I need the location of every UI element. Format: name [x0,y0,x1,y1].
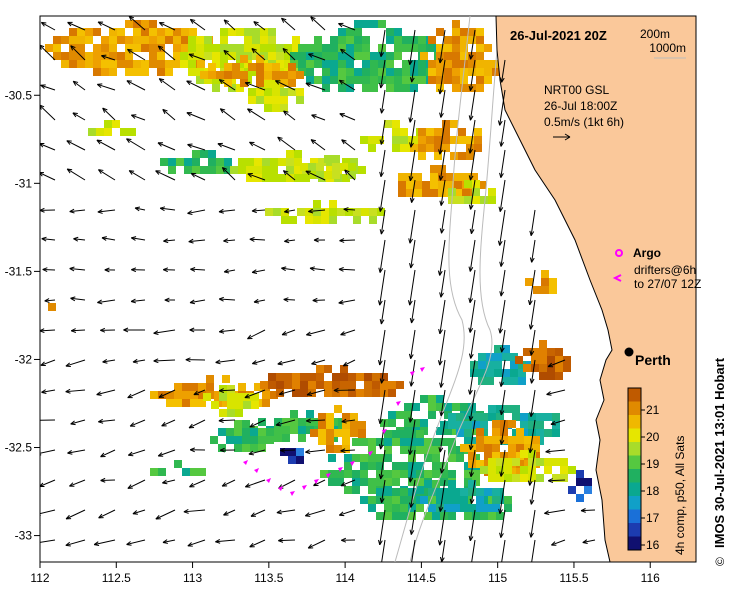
x-tick-label: 114 [336,571,355,585]
y-axis: -30.5 -31 -31.5 -32 -32.5 -33 [5,88,40,543]
drifters-label-2: to 27/07 12Z [634,277,701,291]
current-legend-line-1: NRT00 GSL [544,83,609,97]
credit-text: IMOS 30-Jul-2021 13:01 Hobart [712,357,727,548]
y-tick-label: -31 [15,176,33,190]
bathymetry-contours [394,16,501,562]
drifter-icon [612,274,622,282]
colorbar-tick-label: 19 [646,457,660,471]
drifter-tracks [243,367,425,496]
y-tick-label: -31.5 [5,264,33,278]
current-legend: NRT00 GSL 26-Jul 18:00Z 0.5m/s (1kt 6h) [544,83,624,141]
x-tick-label: 114.5 [407,571,436,585]
x-tick-label: 113.5 [254,571,283,585]
current-legend-line-2: 26-Jul 18:00Z [544,99,617,113]
land-mass [495,16,696,562]
argo-icon [615,249,623,257]
copyright-icon: © [713,557,727,566]
sst-patches [45,20,592,520]
marker-legend: Argo drifters@6h to 27/07 12Z [612,246,701,291]
colorbar-tick-label: 21 [646,403,660,417]
x-tick-label: 112 [30,571,49,585]
x-tick-label: 115 [488,571,507,585]
current-legend-line-3: 0.5m/s (1kt 6h) [544,115,624,129]
y-tick-label: -32.5 [5,441,33,455]
x-tick-label: 112.5 [102,571,131,585]
drifters-label-1: drifters@6h [634,263,696,277]
x-tick-label: 115.5 [559,571,588,585]
current-arrows [40,16,596,562]
colorbar-tick-label: 18 [646,484,660,498]
argo-label: Argo [633,246,661,260]
x-tick-label: 113 [183,571,202,585]
x-tick-label: 116 [641,571,660,585]
city-label-perth: Perth [635,352,671,368]
contour-label-1000m: 1000m [649,41,686,55]
map-datetime: 26-Jul-2021 20Z [510,28,607,43]
contour-legend: 200m 1000m [640,27,686,59]
contour-label-200m: 200m [640,27,670,41]
x-axis: 112 112.5 113 113.5 114 114.5 115 115.5 116 [30,562,660,585]
colorbar-tick-label: 20 [646,430,660,444]
perth-marker-icon [624,347,634,357]
y-tick-label: -33 [15,529,33,543]
y-tick-label: -30.5 [5,88,33,102]
colorbar-label: 4h comp, p50, All Sats [673,436,687,555]
colorbar-tick-label: 17 [646,511,660,525]
y-tick-label: -32 [15,352,33,366]
colorbar-tick-label: 16 [646,538,660,552]
colorbar: 21 20 19 18 17 16 [627,387,660,552]
